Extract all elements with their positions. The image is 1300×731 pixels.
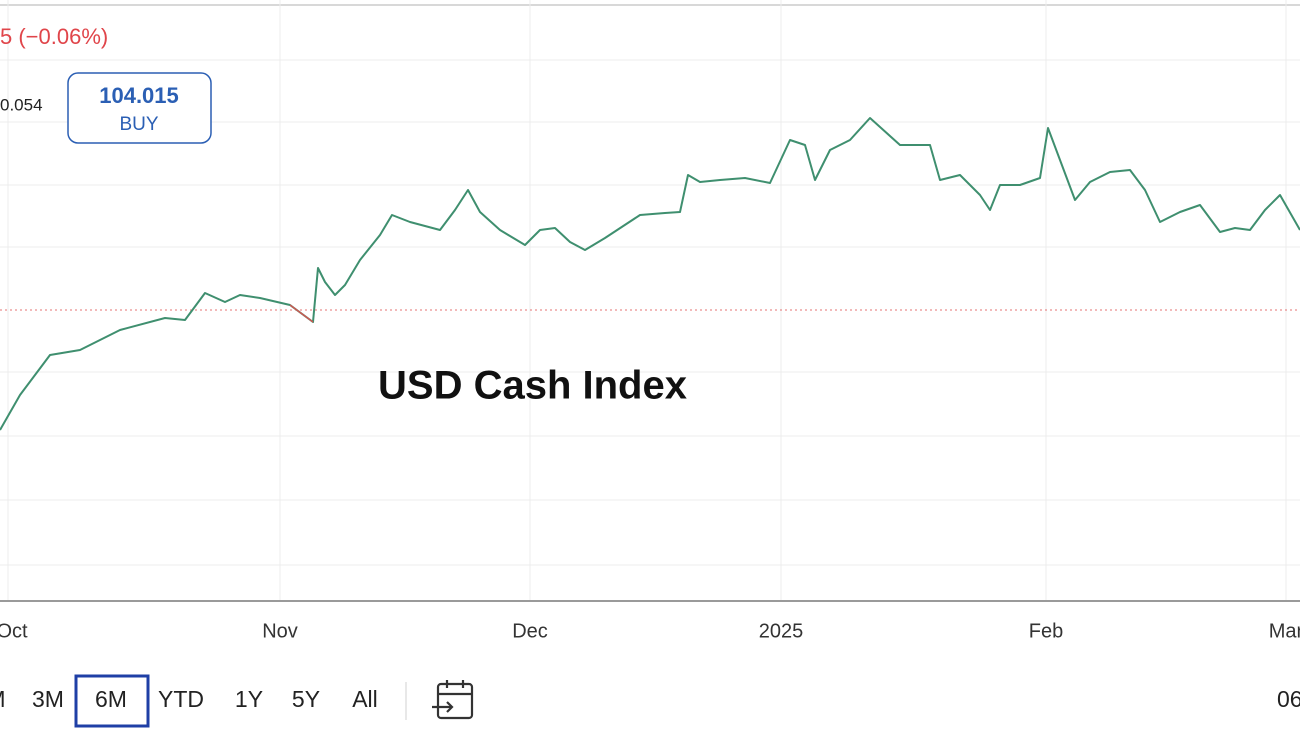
buy-button[interactable]: 104.015 BUY: [67, 72, 212, 144]
range-button[interactable]: M: [0, 686, 6, 712]
date-picker-icon[interactable]: [432, 680, 474, 720]
range-button[interactable]: 3M: [32, 686, 64, 712]
buy-box[interactable]: [67, 72, 212, 144]
sell-price: 0.054: [0, 95, 43, 114]
range-button[interactable]: YTD: [158, 686, 204, 712]
price-line: [0, 117, 1300, 431]
x-label: Feb: [1029, 620, 1063, 642]
range-button[interactable]: All: [352, 686, 378, 712]
x-label: Oct: [0, 620, 28, 642]
price-change: 5 (−0.06%): [0, 24, 108, 49]
x-label: Dec: [512, 620, 548, 642]
chart-title: USD Cash Index: [378, 364, 687, 408]
time-display: 06: [1277, 686, 1300, 712]
x-label: 2025: [759, 620, 804, 642]
price-line-down: [289, 304, 314, 323]
range-button[interactable]: 6M: [95, 686, 127, 712]
x-label: Mar: [1269, 620, 1300, 642]
buy-price: 104.015: [99, 83, 179, 108]
grid: [0, 0, 1300, 600]
range-button[interactable]: 1Y: [235, 686, 263, 712]
selected-range: [74, 674, 150, 728]
range-button[interactable]: 5Y: [292, 686, 320, 712]
buy-label: BUY: [119, 114, 158, 135]
x-label: Nov: [262, 620, 298, 642]
